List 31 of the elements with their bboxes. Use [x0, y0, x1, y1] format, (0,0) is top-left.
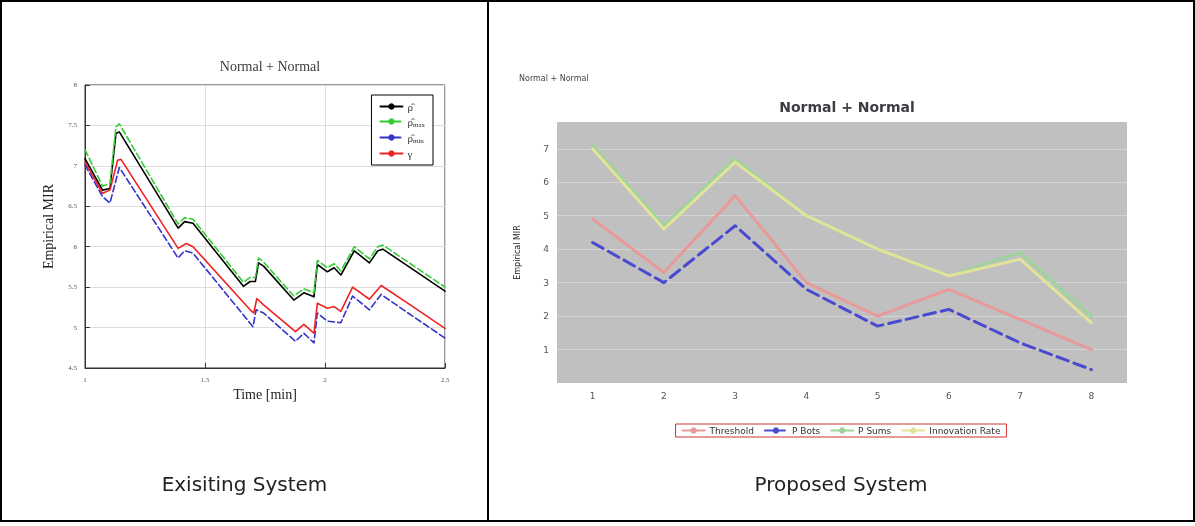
text: Normal + Normal — [519, 74, 589, 83]
legend-label: Innovation Rate — [929, 425, 1001, 436]
x-axis-title: Time [min] — [233, 387, 297, 403]
legend-label: P Sums — [858, 425, 892, 436]
x-tick-label: 4 — [803, 390, 810, 401]
y-tick-label: 6 — [543, 177, 550, 188]
x-tick-label: 3 — [732, 390, 738, 401]
y-tick-label: 7 — [543, 143, 549, 154]
y-tick-label: 4 — [543, 244, 550, 255]
line-series — [591, 224, 1093, 372]
x-tick-label: 2 — [661, 390, 667, 401]
y-tick-label: 5 — [543, 210, 549, 221]
text: Exisiting System — [160, 472, 329, 496]
y-axis-title: Empirical MIR — [512, 224, 522, 280]
y-tick-label: 3 — [543, 277, 549, 288]
x-tick-label: 7 — [1017, 390, 1023, 401]
chart-title: Normal + Normal — [779, 99, 915, 115]
x-tick-label: 6 — [946, 390, 953, 401]
y-tick-label: 1 — [543, 344, 549, 355]
text: Proposed System — [753, 472, 929, 496]
y-axis-title: Empirical MIR — [40, 183, 56, 270]
legend-label: γ — [406, 147, 413, 160]
x-tick-label: 5 — [874, 390, 881, 401]
legend-label: Threshold — [708, 425, 754, 436]
line-series — [591, 194, 1093, 352]
legend-label: ρ̂ — [407, 100, 415, 113]
y-tick-label: 2 — [543, 311, 549, 322]
x-tick-label: 8 — [1088, 390, 1095, 401]
chart-title: Normal + Normal — [219, 58, 321, 74]
legend-label: P Bots — [791, 425, 821, 436]
x-tick-label: 1 — [589, 390, 596, 401]
